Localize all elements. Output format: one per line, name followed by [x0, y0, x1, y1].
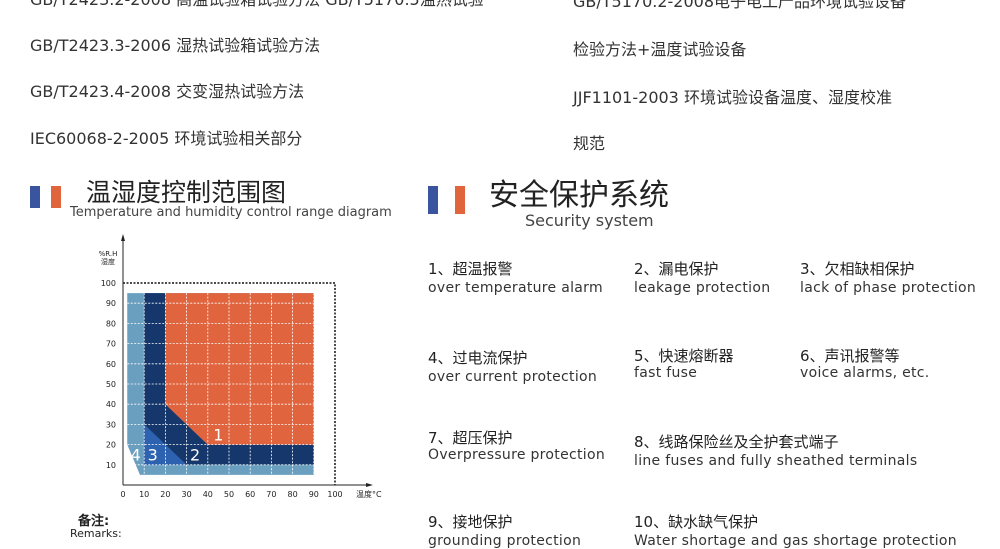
zone-label: 4	[131, 446, 141, 465]
security-item-en: line fuses and fully sheathed terminals	[634, 453, 918, 469]
security-item-cn: 9、接地保护	[428, 513, 513, 531]
security-item-en: fast fuse	[634, 365, 698, 381]
x-axis-label: 温度°C	[356, 489, 382, 499]
x-tick-label: 20	[160, 490, 170, 499]
flag-orange-icon	[455, 186, 465, 214]
remarks-label: 备注:	[78, 514, 110, 529]
x-tick-label: 100	[327, 490, 342, 499]
section-subtitle: Temperature and humidity control range d…	[70, 205, 392, 220]
x-tick-label: 90	[309, 490, 319, 499]
x-tick-label: 10	[139, 490, 149, 499]
x-tick-label: 0	[120, 490, 125, 499]
security-item-en: Water shortage and gas shortage protecti…	[634, 533, 957, 549]
x-tick-label: 40	[203, 490, 213, 499]
y-tick-label: 10	[106, 461, 116, 470]
x-axis-arrow-icon	[366, 483, 373, 487]
security-item-cn: 2、漏电保护	[634, 260, 719, 278]
x-tick-label: 80	[288, 490, 298, 499]
standard-item: GB/T2423.4-2008 交变湿热试验方法	[30, 82, 305, 101]
standard-item: GB/T5170.2-2008电子电工产品环境试验设备	[573, 0, 907, 11]
zone-1-area	[165, 293, 314, 445]
y-axis-arrow-icon	[121, 234, 125, 241]
security-item-cn: 7、超压保护	[428, 429, 513, 447]
security-item-cn: 5、快速熔断器	[634, 347, 734, 365]
x-tick-label: 50	[224, 490, 234, 499]
security-item-en: grounding protection	[428, 533, 582, 549]
security-item-en: lack of phase protection	[800, 280, 977, 296]
section-title: 安全保护系统	[489, 178, 669, 213]
security-item-en: leakage protection	[634, 280, 771, 296]
section-title: 温湿度控制范围图	[86, 178, 287, 207]
flag-blue-icon	[30, 186, 40, 208]
x-tick-label: 70	[266, 490, 276, 499]
y-tick-label: 100	[101, 279, 116, 288]
zone-label: 3	[148, 446, 158, 465]
y-tick-label: 50	[106, 380, 116, 389]
x-tick-label: 60	[245, 490, 255, 499]
standard-item: 检验方法+温度试验设备	[573, 40, 747, 59]
standard-item: JJF1101-2003 环境试验设备温度、湿度校准	[573, 88, 892, 107]
zone-3-area	[144, 424, 187, 465]
y-tick-label: 80	[106, 319, 116, 328]
security-item-en: Overpressure protection	[428, 447, 606, 463]
y-tick-label: 70	[106, 340, 116, 349]
standard-item: GB/T2423.3-2006 湿热试验箱试验方法	[30, 36, 321, 55]
security-item-cn: 10、缺水缺气保护	[634, 513, 759, 531]
flag-orange-icon	[51, 186, 61, 208]
humidity-temperature-chart: 0 10 20 30 40 50 60 70 80 90 100 10 20 30 40 50 60 70 80 90…	[99, 234, 382, 499]
security-item-cn: 4、过电流保护	[428, 349, 528, 367]
x-tick-label: 30	[182, 490, 192, 499]
flag-blue-icon	[428, 186, 438, 214]
zone-label: 1	[213, 426, 223, 445]
y-axis-label: %R.H	[99, 250, 118, 258]
section-subtitle: Security system	[525, 211, 654, 230]
security-item-en: voice alarms, etc.	[800, 365, 930, 381]
security-item-en: over temperature alarm	[428, 280, 603, 296]
standard-item: GB/T2423.2-2008 高温试验箱试验方法 GB/T5170.5温热试验	[30, 0, 484, 10]
security-item-cn: 3、欠相缺相保护	[800, 260, 915, 278]
standard-item: IEC60068-2-2005 环境试验相关部分	[30, 129, 303, 148]
y-tick-label: 20	[106, 441, 116, 450]
security-item-en: over current protection	[428, 369, 598, 385]
y-tick-label: 30	[106, 420, 116, 429]
remarks-label-en: Remarks:	[70, 527, 122, 540]
y-tick-label: 60	[106, 360, 116, 369]
security-item-cn: 1、超温报警	[428, 260, 513, 278]
limit-box-line	[123, 282, 336, 485]
security-item-cn: 8、线路保险丝及全护套式端子	[634, 433, 839, 451]
y-tick-label: 90	[106, 299, 116, 308]
y-tick-label: 40	[106, 400, 116, 409]
standard-item: 规范	[573, 134, 606, 153]
zone-label: 2	[190, 446, 200, 465]
security-item-cn: 6、声讯报警等	[800, 347, 900, 365]
y-axis-label: 湿度	[101, 257, 115, 266]
